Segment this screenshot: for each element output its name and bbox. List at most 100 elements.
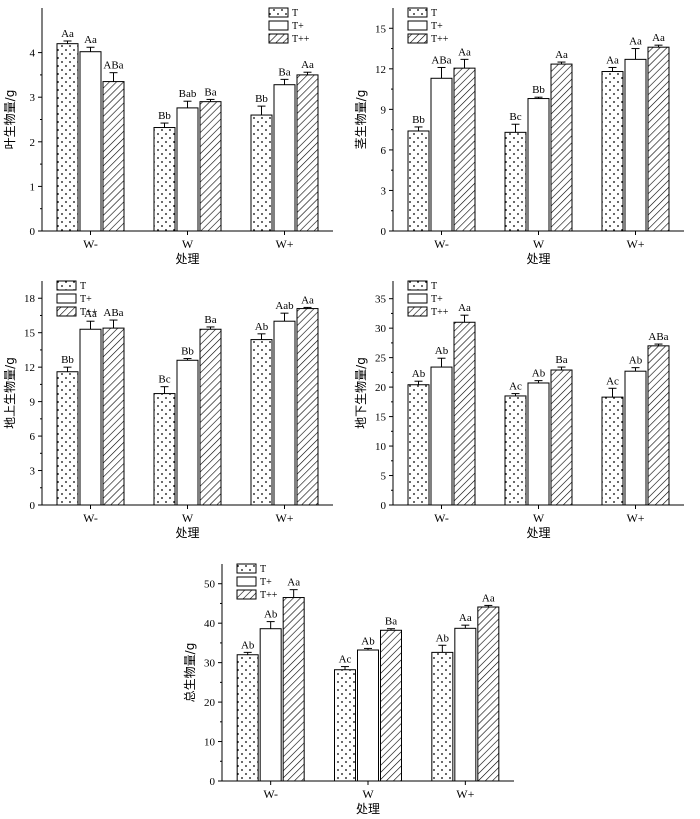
legend: T T+ T++	[236, 563, 278, 601]
y-tick-label: 3	[30, 466, 36, 478]
y-tick-label: 4	[30, 48, 36, 60]
significance-label: ABa	[103, 60, 123, 72]
legend-label: T++	[80, 307, 98, 318]
bar-tplus-wplus	[624, 370, 647, 506]
legend-swatch	[236, 589, 257, 600]
bar-tplusplus-w	[550, 63, 573, 232]
significance-label: Aa	[301, 294, 314, 306]
significance-label: Bab	[179, 88, 197, 100]
x-tick-label: W	[182, 511, 194, 525]
significance-label: Aa	[458, 302, 471, 314]
y-axis-title: 叶生物量/g	[3, 90, 17, 150]
bar-tplusplus-wminus	[453, 67, 476, 232]
bar-tplusplus-wminus	[453, 321, 476, 506]
legend-label: T++	[431, 34, 449, 45]
bar-t-wplus	[601, 396, 624, 506]
y-tick-label: 0	[381, 500, 387, 512]
x-axis-title: 处理	[356, 802, 380, 816]
significance-label: Aab	[275, 300, 294, 312]
y-tick-label: 0	[30, 226, 36, 238]
legend-label: T	[292, 8, 298, 19]
bar-tplus-wminus	[430, 77, 453, 232]
bar-tplusplus-wplus	[296, 308, 319, 506]
significance-label: Ba	[555, 354, 567, 366]
legend-swatch	[56, 306, 77, 317]
bar-tplusplus-wplus	[296, 74, 319, 232]
y-axis-title: 茎生物量/g	[354, 90, 368, 150]
y-axis-title: 总生物量/g	[183, 643, 197, 703]
bar-t-wminus	[407, 384, 430, 506]
significance-label: Aa	[84, 308, 97, 320]
significance-label: Bc	[509, 111, 521, 123]
bar-tplus-w	[527, 382, 550, 506]
y-tick-label: 12	[24, 362, 35, 374]
legend-swatch	[407, 306, 428, 317]
x-tick-label: W-	[263, 787, 278, 801]
x-tick-label: W+	[275, 237, 293, 251]
y-tick-label: 30	[204, 658, 216, 670]
x-tick-label: W	[533, 237, 545, 251]
bar-t-wminus	[56, 43, 79, 232]
chart-panel-4: 0 5 10 15 20 25 30 35 W- W W+ 处理 地下生物量/g Ab Ab Aa Ac Ab Ba…	[354, 280, 684, 540]
bar-tplus-wminus	[79, 328, 102, 506]
legend-label: T	[260, 564, 266, 575]
significance-label: Bb	[61, 354, 74, 366]
legend-swatch	[407, 280, 428, 291]
legend-swatch	[407, 293, 428, 304]
x-tick-label: W-	[434, 511, 449, 525]
x-tick-label: W-	[83, 237, 98, 251]
legend: T T+ T++	[268, 7, 310, 45]
significance-label: Bb	[532, 84, 545, 96]
significance-label: Ba	[385, 616, 397, 628]
x-tick-label: W+	[626, 237, 644, 251]
significance-label: Ab	[435, 345, 449, 357]
significance-label: Ac	[509, 381, 522, 393]
bar-tplus-w	[176, 107, 199, 232]
x-tick-label: W-	[83, 511, 98, 525]
x-axis-title: 处理	[175, 252, 199, 266]
legend-label: T	[431, 8, 437, 19]
x-axis-title: 处理	[526, 252, 550, 266]
legend-label: T+	[260, 577, 272, 588]
y-tick-label: 1	[30, 181, 36, 193]
bar-tplus-wplus	[273, 84, 296, 232]
significance-label: Aa	[459, 612, 472, 624]
x-axis-title: 处理	[175, 526, 199, 540]
bar-t-wplus	[250, 114, 273, 232]
bar-tplusplus-w	[550, 369, 573, 506]
legend-swatch	[407, 33, 428, 44]
bar-tplus-w	[527, 98, 550, 232]
significance-label: Bc	[158, 374, 170, 386]
significance-label: Aa	[287, 577, 300, 589]
bar-t-wplus	[601, 71, 624, 232]
bar-tplusplus-wminus	[282, 597, 305, 782]
significance-label: Aa	[61, 28, 74, 40]
legend: T T+ T++	[56, 280, 98, 318]
y-tick-label: 15	[375, 412, 387, 424]
y-tick-label: 15	[24, 328, 36, 340]
bar-t-wminus	[407, 130, 430, 232]
y-tick-label: 6	[30, 431, 36, 443]
x-tick-label: W+	[456, 787, 474, 801]
x-tick-label: W	[182, 237, 194, 251]
significance-label: Aa	[555, 49, 568, 61]
legend-label: T+	[431, 294, 443, 305]
significance-label: Bb	[181, 346, 194, 358]
bar-t-w	[504, 395, 527, 506]
legend-swatch	[407, 20, 428, 31]
legend-swatch	[56, 293, 77, 304]
legend-swatch	[268, 20, 289, 31]
significance-label: Bb	[412, 114, 425, 126]
y-tick-label: 5	[381, 471, 387, 483]
chart-panel-3: 0 3 6 9 12 15 18 W- W W+ 处理 地上生物量/g Bb Aa ABa Bc Bb Ba Ab A…	[3, 280, 333, 540]
bar-tplus-wplus	[273, 320, 296, 506]
y-tick-label: 0	[210, 776, 216, 788]
y-tick-label: 3	[30, 92, 36, 104]
bar-t-w	[504, 131, 527, 232]
significance-label: Ab	[532, 368, 546, 380]
legend-swatch	[407, 7, 428, 18]
significance-label: Aa	[606, 54, 619, 66]
bar-tplusplus-wplus	[477, 606, 500, 782]
